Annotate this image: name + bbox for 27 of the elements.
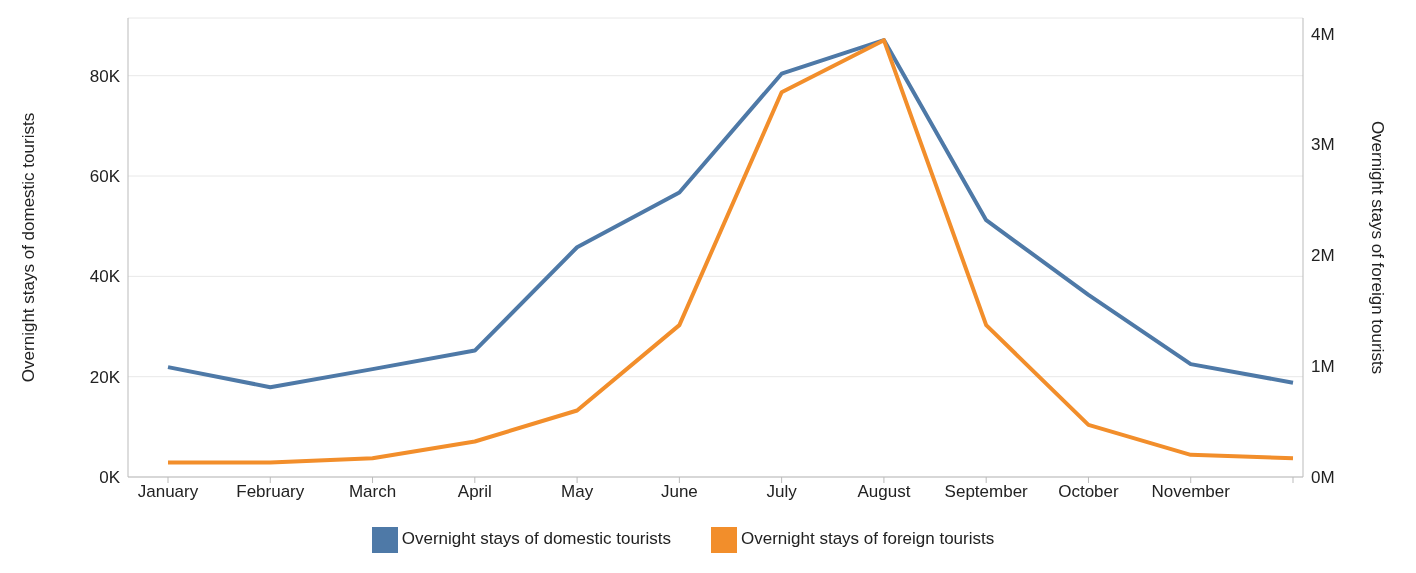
- x-tick-label: March: [348, 482, 397, 502]
- y2-tick-label: 1M: [1311, 357, 1335, 377]
- x-tick-label: September: [944, 482, 1029, 502]
- y2-tick-label: 2M: [1311, 246, 1335, 266]
- x-tick-label: August: [857, 482, 911, 502]
- x-tick-label: October: [1058, 482, 1120, 502]
- y2-tick-label: 4M: [1311, 24, 1335, 44]
- x-tick-label: May: [561, 482, 594, 502]
- line-series: [166, 38, 1295, 465]
- legend-label: Overnight stays of domestic tourists: [401, 529, 672, 549]
- x-tick-label: June: [660, 482, 698, 502]
- y-axis-title: Overnight stays of domestic tourists: [19, 112, 39, 383]
- y-tick-label: 60K: [89, 167, 121, 187]
- x-tick-label: February: [236, 482, 305, 502]
- y-tick-label: 40K: [89, 267, 121, 287]
- y-tick-label: 20K: [89, 367, 121, 387]
- y2-tick-label: 3M: [1311, 135, 1335, 155]
- y2-axis-title: Overnight stays of foreign tourists: [1367, 120, 1387, 375]
- legend-label: Overnight stays of foreign tourists: [741, 529, 995, 549]
- line-series: [166, 38, 1295, 390]
- y-tick-label: 80K: [89, 66, 121, 86]
- x-tick-label: April: [457, 482, 492, 502]
- x-tick-label: July: [766, 482, 798, 502]
- y2-tick-label: 0M: [1311, 468, 1335, 488]
- x-tick-label: November: [1151, 482, 1231, 502]
- y-tick-label: 0K: [99, 468, 121, 488]
- x-tick-label: January: [137, 482, 199, 502]
